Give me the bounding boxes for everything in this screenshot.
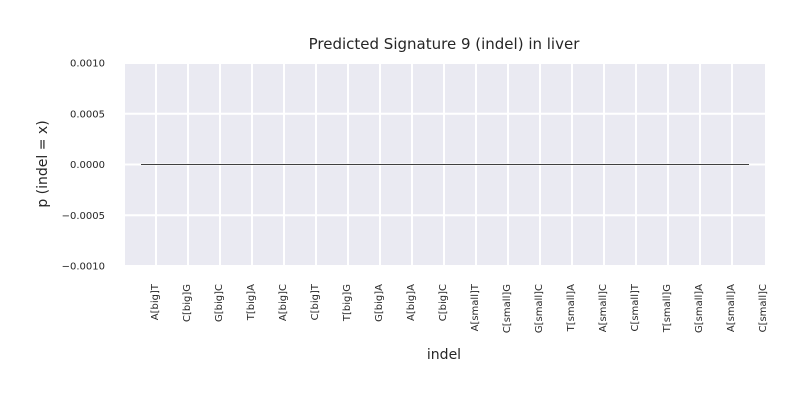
x-tick-label: A[big]C [278, 284, 289, 321]
x-tick-label: T[small]G [662, 284, 673, 333]
y-tick-label: 0.0010 [70, 59, 105, 70]
x-tick-label: T[big]G [342, 284, 353, 322]
x-tick-label: G[small]A [694, 284, 705, 333]
y-tick-label: −0.0005 [62, 211, 105, 222]
x-axis: A[big]T C[big]G G[big]C T[big]A A[big]C C[big… [150, 283, 769, 333]
x-tick-label: A[small]C [598, 284, 609, 332]
y-axis: 0.0010 0.0005 0.0000 −0.0005 −0.0010 [62, 59, 105, 273]
x-tick-label: T[small]A [566, 284, 577, 333]
x-tick-label: A[small]T [470, 283, 481, 331]
chart-title: Predicted Signature 9 (indel) in liver [309, 35, 581, 53]
x-tick-label: C[big]T [310, 283, 321, 320]
x-tick-label: T[big]A [246, 284, 257, 321]
x-tick-label: A[big]T [150, 283, 161, 320]
x-tick-label: A[big]A [406, 284, 417, 321]
y-tick-label: 0.0000 [70, 160, 105, 171]
y-tick-label: 0.0005 [70, 109, 105, 120]
x-tick-label: C[small]T [630, 283, 641, 331]
x-tick-label: A[small]A [726, 284, 737, 332]
x-axis-label: indel [427, 347, 461, 363]
y-tick-label: −0.0010 [62, 262, 105, 273]
x-tick-label: G[big]A [374, 284, 385, 322]
x-tick-label: G[big]C [214, 284, 225, 322]
x-tick-label: G[small]C [534, 284, 545, 333]
x-tick-label: C[small]C [758, 284, 769, 332]
y-axis-label: p (indel = x) [35, 120, 51, 207]
x-tick-label: C[small]G [502, 284, 513, 333]
x-tick-label: C[big]C [438, 284, 449, 321]
x-tick-label: C[big]G [182, 284, 193, 322]
